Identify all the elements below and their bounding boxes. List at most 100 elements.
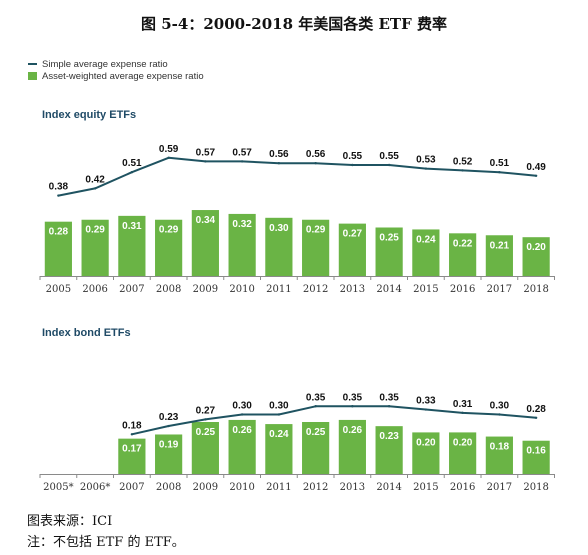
bar-value-label: 0.20 <box>453 437 473 448</box>
x-tick-label: 2013 <box>340 284 365 295</box>
chart-title: 图 5-4：2000-2018 年美国各类 ETF 费率 <box>141 15 447 33</box>
line-point <box>57 194 60 197</box>
bar <box>338 223 366 276</box>
line-value-label: 0.27 <box>196 405 216 416</box>
x-tick-label: 2016 <box>450 482 475 493</box>
bar-value-label: 0.34 <box>196 215 216 226</box>
line-value-label: 0.35 <box>306 392 326 403</box>
bar <box>228 213 256 276</box>
bar-value-label: 0.26 <box>343 425 363 436</box>
bar <box>522 440 550 474</box>
bar <box>449 233 477 276</box>
bar-value-label: 0.25 <box>196 427 216 438</box>
x-tick-label: 2018 <box>523 482 548 493</box>
bar-value-label: 0.21 <box>490 240 510 251</box>
legend-line-swatch <box>28 63 37 65</box>
bar <box>302 422 330 474</box>
bar-value-label: 0.32 <box>232 219 252 230</box>
bar <box>485 436 513 474</box>
bar <box>118 438 146 474</box>
x-tick-label: 2015 <box>413 482 438 493</box>
line-value-label: 0.18 <box>122 420 142 431</box>
line-point <box>93 187 97 190</box>
line-point <box>314 162 317 165</box>
bar <box>375 227 403 276</box>
line-value-label: 0.55 <box>379 151 399 162</box>
legend-bar-swatch <box>28 72 37 80</box>
line-point <box>277 413 281 416</box>
x-tick-label: 2011 <box>266 482 291 493</box>
line-value-label: 0.57 <box>232 147 252 158</box>
line-value-label: 0.30 <box>232 401 252 412</box>
x-tick-label: 2008 <box>156 482 181 493</box>
line-point <box>534 416 538 419</box>
bar <box>412 229 440 276</box>
bar-value-label: 0.25 <box>379 233 399 244</box>
bar-value-label: 0.29 <box>85 225 105 236</box>
bar <box>449 432 477 474</box>
x-tick-label: 2013 <box>340 482 365 493</box>
legend: Simple average expense ratio Asset-weigh… <box>28 58 204 82</box>
line-value-label: 0.30 <box>490 401 510 412</box>
bar-value-label: 0.22 <box>453 238 473 249</box>
footnotes: 图表来源：ICI 注：不包括 ETF 的 ETF。 <box>27 511 185 553</box>
x-tick-label: 2012 <box>303 482 328 493</box>
x-tick-label: 2010 <box>229 482 254 493</box>
bar <box>302 219 330 276</box>
bar-value-label: 0.31 <box>122 221 142 232</box>
line-point <box>351 163 354 167</box>
line-value-label: 0.33 <box>416 396 436 407</box>
x-tick-label: 2007 <box>119 482 144 493</box>
line-point <box>461 411 464 415</box>
x-tick-label: 2016 <box>450 284 475 295</box>
line-point <box>240 413 244 416</box>
legend-item-weighted: Asset-weighted average expense ratio <box>28 70 204 82</box>
bar-value-label: 0.18 <box>490 442 510 453</box>
x-tick-label: 2009 <box>193 482 218 493</box>
line-value-label: 0.28 <box>526 404 546 415</box>
bar <box>155 219 183 276</box>
bar-value-label: 0.23 <box>379 431 399 442</box>
bar-value-label: 0.16 <box>526 446 546 457</box>
bar-value-label: 0.26 <box>232 425 252 436</box>
line-point <box>204 418 207 421</box>
x-tick-label: 2010 <box>229 284 254 295</box>
line-point <box>498 171 501 174</box>
bar-value-label: 0.19 <box>159 439 179 450</box>
line-value-label: 0.55 <box>343 151 363 162</box>
x-tick-label: 2014 <box>376 284 401 295</box>
bar <box>155 434 183 474</box>
line-point <box>314 405 317 408</box>
bar <box>191 422 219 474</box>
bar <box>265 424 293 474</box>
line-point <box>461 169 464 172</box>
legend-label-weighted: Asset-weighted average expense ratio <box>42 70 204 82</box>
simple-average-line <box>58 156 537 197</box>
line-value-label: 0.31 <box>453 399 473 410</box>
line-point <box>204 160 207 163</box>
bond-chart: 0.17 0.19 0.25 0.26 0.24 0.25 0.26 0.23 0.20 0.20… <box>39 392 555 493</box>
bar-value-label: 0.29 <box>306 225 326 236</box>
line-point <box>167 156 170 159</box>
line-value-label: 0.57 <box>196 147 216 158</box>
line-value-label: 0.56 <box>269 149 289 160</box>
line-value-label: 0.35 <box>343 392 363 403</box>
bar-value-label: 0.30 <box>269 223 289 234</box>
x-tick-label: 2012 <box>303 284 328 295</box>
line-point <box>351 405 354 408</box>
bar-value-label: 0.24 <box>416 234 436 245</box>
line-point <box>277 162 281 165</box>
x-tick-label: 2014 <box>376 482 401 493</box>
x-tick-label: 2008 <box>156 284 181 295</box>
panel-title-bond: Index bond ETFs <box>42 327 131 339</box>
line-value-label: 0.51 <box>122 158 142 169</box>
line-point <box>424 167 428 170</box>
x-tick-label: 2005* <box>43 482 73 493</box>
line-value-label: 0.52 <box>453 156 473 167</box>
x-tick-label: 2005 <box>46 284 71 295</box>
panel-title-equity: Index equity ETFs <box>42 109 137 121</box>
line-value-label: 0.56 <box>306 149 326 160</box>
bar <box>118 215 146 276</box>
x-tick-label: 2006* <box>80 482 110 493</box>
bar <box>81 219 109 276</box>
